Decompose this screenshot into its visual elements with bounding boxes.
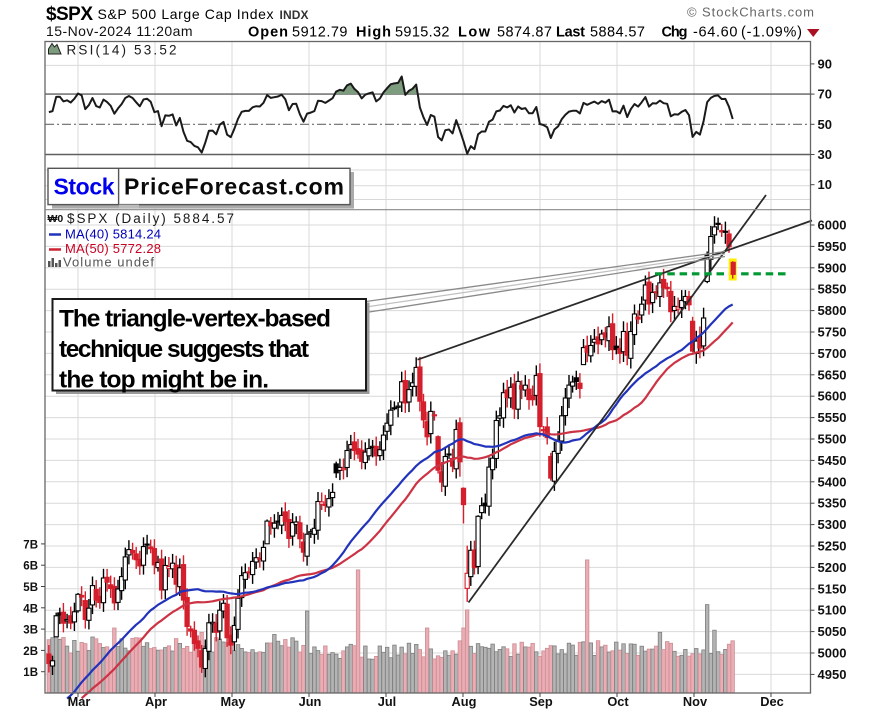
svg-text:7B: 7B (23, 539, 38, 551)
svg-text:PriceForecast.com: PriceForecast.com (124, 174, 344, 200)
svg-text:Sep: Sep (529, 694, 553, 709)
svg-text:5500: 5500 (818, 432, 847, 447)
svg-text:INDX: INDX (280, 8, 309, 22)
svg-text:2B: 2B (23, 646, 38, 658)
svg-text:30: 30 (818, 147, 832, 162)
svg-text:₩0: ₩0 (48, 213, 64, 225)
svg-text:5874.87: 5874.87 (497, 25, 552, 41)
svg-text:5250: 5250 (818, 539, 847, 554)
svg-text:Chg: Chg (662, 25, 688, 41)
svg-text:5915.32: 5915.32 (395, 25, 450, 41)
svg-text:70: 70 (818, 87, 832, 102)
svg-text:Jun: Jun (299, 694, 322, 709)
svg-text:Mar: Mar (68, 694, 91, 709)
svg-text:1B: 1B (23, 667, 38, 679)
svg-text:May: May (221, 694, 247, 709)
svg-text:Last: Last (556, 25, 585, 41)
svg-text:technique suggests that: technique suggests that (59, 336, 309, 363)
svg-text:50: 50 (818, 117, 832, 132)
svg-text:5750: 5750 (818, 325, 847, 340)
svg-text:MA(40) 5814.24: MA(40) 5814.24 (65, 227, 161, 242)
svg-text:Volume undef: Volume undef (63, 255, 154, 270)
svg-text:5884.57: 5884.57 (590, 25, 645, 41)
svg-text:Low: Low (458, 25, 491, 41)
svg-text:5650: 5650 (818, 367, 847, 382)
svg-text:5550: 5550 (818, 410, 847, 425)
svg-text:4950: 4950 (818, 667, 847, 682)
svg-text:90: 90 (818, 56, 832, 71)
svg-text:Aug: Aug (452, 694, 477, 709)
svg-text:Dec: Dec (760, 694, 783, 709)
svg-text:10: 10 (818, 177, 832, 192)
svg-text:Nov: Nov (683, 694, 708, 709)
svg-text:5B: 5B (23, 582, 38, 594)
svg-text:5450: 5450 (818, 453, 847, 468)
svg-text:5000: 5000 (818, 646, 847, 661)
svg-text:$SPX (Daily) 5884.57: $SPX (Daily) 5884.57 (67, 211, 234, 226)
svg-text:S&P 500 Large Cap Index: S&P 500 Large Cap Index (98, 6, 274, 22)
svg-text:Apr: Apr (145, 694, 167, 709)
svg-text:MA(50) 5772.28: MA(50) 5772.28 (65, 241, 161, 256)
svg-text:5050: 5050 (818, 624, 847, 639)
svg-text:6000: 6000 (818, 218, 847, 233)
svg-text:5350: 5350 (818, 496, 847, 511)
svg-text:4B: 4B (23, 603, 38, 615)
svg-text:5300: 5300 (818, 517, 847, 532)
svg-text:Jul: Jul (378, 694, 397, 709)
svg-text:5600: 5600 (818, 389, 847, 404)
svg-text:(-1.09%): (-1.09%) (741, 25, 802, 41)
svg-text:5900: 5900 (818, 260, 847, 275)
svg-text:the top might be in.: the top might be in. (59, 367, 269, 394)
svg-text:5850: 5850 (818, 282, 847, 297)
svg-text:5912.79: 5912.79 (292, 25, 348, 41)
svg-text:Open: Open (248, 25, 288, 41)
svg-text:15-Nov-2024 11:20am: 15-Nov-2024 11:20am (46, 23, 193, 39)
svg-text:5200: 5200 (818, 560, 847, 575)
svg-text:5400: 5400 (818, 474, 847, 489)
svg-text:3B: 3B (23, 625, 38, 637)
svg-text:High: High (356, 25, 391, 41)
svg-text:5800: 5800 (818, 303, 847, 318)
svg-text:Oct: Oct (607, 694, 629, 709)
svg-text:© StockCharts.com: © StockCharts.com (687, 5, 814, 20)
svg-text:Stock: Stock (54, 174, 115, 200)
svg-text:5700: 5700 (818, 346, 847, 361)
svg-text:6B: 6B (23, 561, 38, 573)
svg-text:RSI(14) 53.52: RSI(14) 53.52 (67, 43, 177, 58)
svg-text:The triangle-vertex-based: The triangle-vertex-based (59, 306, 331, 333)
svg-text:5150: 5150 (818, 581, 847, 596)
svg-text:-64.60: -64.60 (693, 25, 738, 41)
svg-text:5950: 5950 (818, 239, 847, 254)
svg-text:5100: 5100 (818, 603, 847, 618)
svg-text:$SPX: $SPX (46, 4, 93, 25)
